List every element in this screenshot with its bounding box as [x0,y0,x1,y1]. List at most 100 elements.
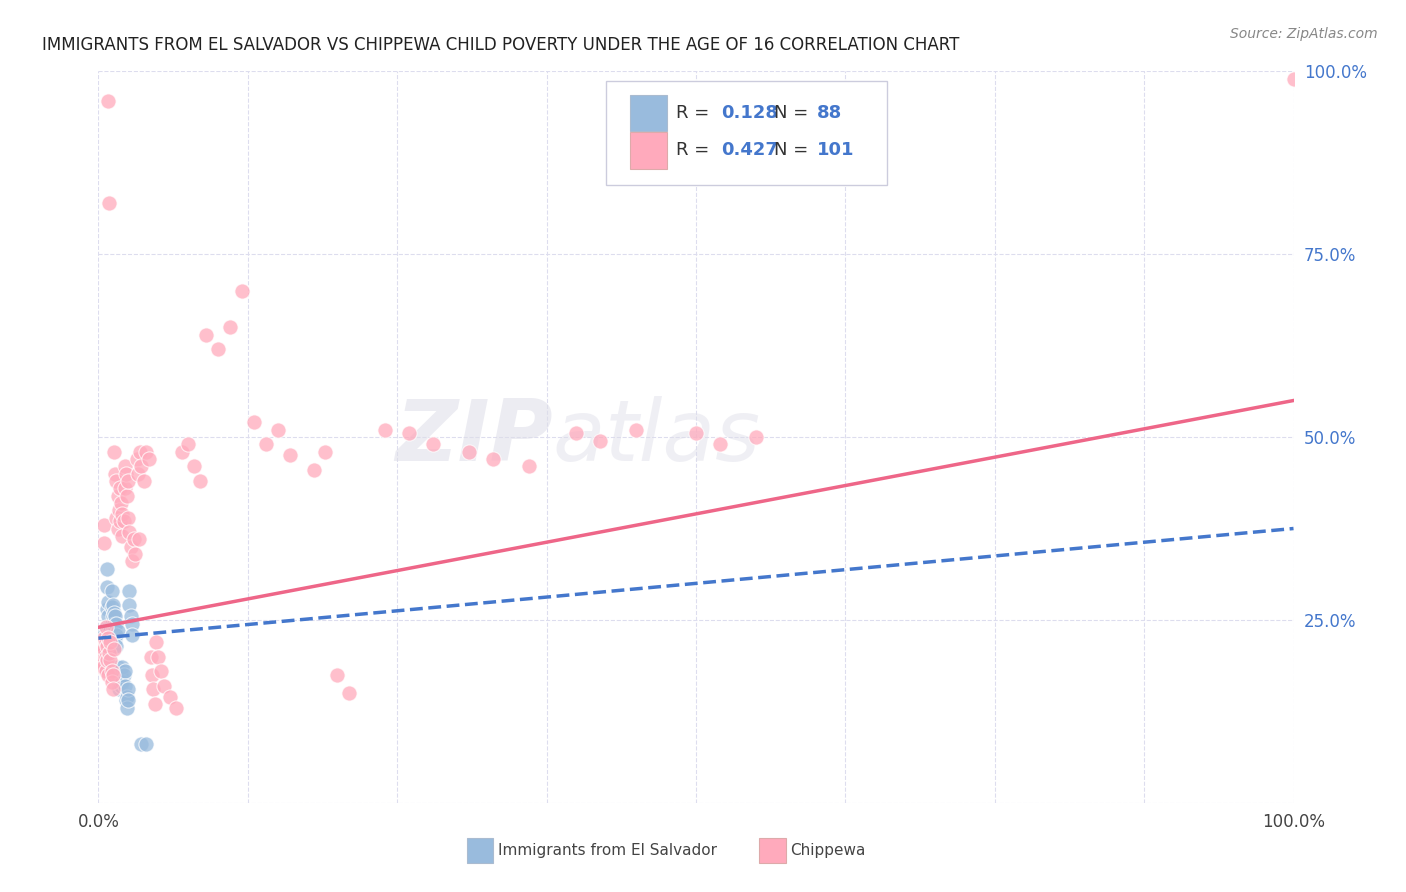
Text: N =: N = [773,141,814,160]
Point [188,474,211,488]
Text: atlas: atlas [553,395,761,479]
Point [91,651,114,665]
Point [138,452,160,467]
Point [131,459,153,474]
Point [91,639,114,653]
Point [124,547,146,561]
Point [98,632,122,646]
Point [105,639,128,653]
Point [90,642,112,657]
Point [148,649,170,664]
Point [101,599,124,613]
Point [111,660,134,674]
Point [98,639,121,653]
Point [129,444,152,458]
Point [103,444,125,458]
Point [302,463,325,477]
Point [93,633,115,648]
Point [117,682,139,697]
Point [104,609,127,624]
Point [91,632,114,646]
Point [107,675,129,690]
Point [101,633,124,648]
Point [685,426,707,441]
Point [115,467,138,481]
Point [97,94,120,108]
Point [107,660,129,674]
Point [105,510,128,524]
Point [98,624,122,638]
Point [94,649,117,664]
Point [219,320,242,334]
Point [517,459,540,474]
Point [89,657,111,671]
Point [90,660,112,674]
Point [339,686,361,700]
Point [94,635,117,649]
Point [93,642,115,657]
Point [114,459,136,474]
Point [97,609,120,624]
Point [93,517,115,532]
Point [94,642,117,657]
Point [103,606,125,620]
Point [118,599,141,613]
Point [132,474,155,488]
FancyBboxPatch shape [759,838,786,863]
Point [97,632,120,646]
Point [101,682,124,697]
Point [93,646,115,660]
Point [91,660,114,674]
Point [90,649,112,664]
Point [100,616,122,631]
Point [745,430,768,444]
Point [172,444,194,458]
Point [97,667,120,681]
Point [141,667,163,681]
Point [124,533,146,547]
Point [1282,71,1305,86]
Point [709,437,731,451]
Point [145,635,167,649]
FancyBboxPatch shape [467,838,494,863]
Point [98,629,121,643]
Point [91,646,114,660]
Point [91,646,114,660]
Point [103,639,125,653]
Point [98,639,122,653]
Point [97,646,120,660]
Text: R =: R = [676,141,714,160]
Point [97,624,120,638]
Point [96,602,118,616]
Point [108,514,131,528]
Point [93,653,115,667]
Point [96,639,118,653]
Point [110,679,132,693]
Point [91,656,114,670]
Point [127,467,149,481]
Point [96,580,118,594]
Point [149,664,172,678]
Point [267,423,290,437]
Point [107,624,129,638]
Point [589,434,612,448]
Point [89,639,111,653]
Point [94,636,117,650]
Point [107,682,129,697]
Point [104,467,127,481]
FancyBboxPatch shape [606,81,887,185]
Point [374,423,396,437]
Point [121,616,143,631]
Point [115,489,138,503]
Point [115,700,138,714]
Point [565,426,588,441]
Text: R =: R = [676,104,714,122]
Text: IMMIGRANTS FROM EL SALVADOR VS CHIPPEWA CHILD POVERTY UNDER THE AGE OF 16 CORREL: IMMIGRANTS FROM EL SALVADOR VS CHIPPEWA … [42,36,959,54]
Point [231,284,253,298]
Point [91,656,114,670]
Point [135,737,157,751]
Text: Immigrants from El Salvador: Immigrants from El Salvador [498,843,717,858]
Point [98,635,122,649]
Point [143,697,166,711]
Point [115,693,138,707]
